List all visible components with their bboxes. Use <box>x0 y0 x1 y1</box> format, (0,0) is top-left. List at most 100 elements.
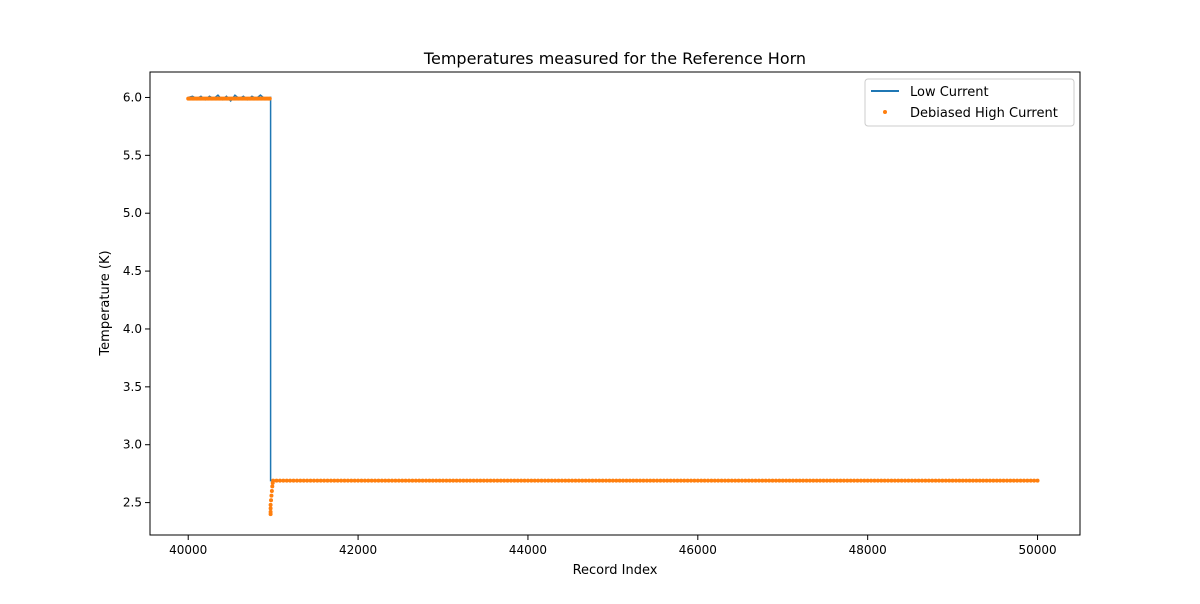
scatter-point <box>695 478 700 483</box>
scatter-point <box>352 478 357 483</box>
scatter-point <box>875 478 880 483</box>
scatter-point <box>770 478 775 483</box>
scatter-point <box>325 478 330 483</box>
scatter-point <box>573 478 578 483</box>
scatter-point <box>699 478 704 483</box>
scatter-point <box>994 478 999 483</box>
scatter-point <box>760 478 765 483</box>
scatter-point <box>488 478 493 483</box>
scatter-point <box>274 478 279 483</box>
scatter-point <box>987 478 992 483</box>
scatter-point <box>641 478 646 483</box>
scatter-point <box>478 478 483 483</box>
scatter-point <box>284 478 289 483</box>
scatter-point <box>838 478 843 483</box>
scatter-point <box>420 478 425 483</box>
scatter-point <box>1008 478 1013 483</box>
scatter-point <box>268 509 273 514</box>
scatter-point <box>784 478 789 483</box>
plot-area <box>186 94 1040 517</box>
scatter-point <box>298 478 303 483</box>
scatter-point <box>1035 478 1040 483</box>
scatter-point <box>719 478 724 483</box>
scatter-point <box>655 478 660 483</box>
scatter-point <box>515 478 520 483</box>
scatter-point <box>270 480 275 485</box>
legend-box <box>864 78 1075 127</box>
scatter-point <box>379 478 384 483</box>
scatter-point <box>631 478 636 483</box>
scatter-point <box>896 478 901 483</box>
scatter-point <box>706 478 710 483</box>
y-tick-label: 5.0 <box>123 206 142 220</box>
scatter-point <box>311 478 316 483</box>
scatter-point <box>950 478 955 483</box>
scatter-point <box>583 478 588 483</box>
y-tick-label: 2.5 <box>123 496 142 510</box>
scatter-point <box>536 478 541 483</box>
scatter-point <box>903 478 908 483</box>
x-tick-label: 44000 <box>509 543 547 557</box>
scatter-point <box>627 478 632 483</box>
y-tick-label: 5.5 <box>123 148 142 162</box>
scatter-point <box>780 478 785 483</box>
scatter-point <box>471 478 476 483</box>
scatter-point <box>977 478 982 483</box>
scatter-point <box>441 478 446 483</box>
scatter-point <box>369 478 374 483</box>
scatter-point <box>964 478 969 483</box>
scatter-point <box>1001 478 1006 483</box>
scatter-point <box>678 478 683 483</box>
scatter-point <box>454 478 459 483</box>
scatter-point <box>909 478 914 483</box>
scatter-point <box>464 478 469 483</box>
x-tick-label: 48000 <box>849 543 887 557</box>
scatter-point <box>970 478 975 483</box>
scatter-point <box>848 478 853 483</box>
scatter-point <box>886 478 891 483</box>
scatter-point <box>267 96 272 101</box>
scatter-point <box>580 478 585 483</box>
scatter-point <box>858 478 863 483</box>
scatter-point <box>835 478 840 483</box>
scatter-point <box>332 478 337 483</box>
scatter-point <box>610 478 615 483</box>
scatter-point <box>345 478 350 483</box>
scatter-point <box>485 478 490 483</box>
scatter-point <box>960 478 965 483</box>
scatter-point <box>818 478 823 483</box>
scatter-point <box>576 478 581 483</box>
scatter-point <box>940 478 945 483</box>
scatter-point <box>801 478 806 483</box>
series-scatter-debiased-high-current <box>186 96 1040 517</box>
scatter-point <box>661 478 666 483</box>
scatter-point <box>794 478 799 483</box>
y-tick-label: 3.0 <box>123 438 142 452</box>
scatter-point <box>1032 478 1037 483</box>
scatter-point <box>692 478 697 483</box>
scatter-point <box>407 478 412 483</box>
scatter-point <box>716 478 721 483</box>
y-tick-label: 4.5 <box>123 264 142 278</box>
scatter-point <box>709 478 714 483</box>
scatter-point <box>624 478 629 483</box>
legend-marker-debiased-high-current <box>883 110 887 114</box>
x-tick-label: 42000 <box>339 543 377 557</box>
scatter-point <box>495 478 500 483</box>
scatter-point <box>722 478 727 483</box>
scatter-point <box>821 478 826 483</box>
scatter-point <box>638 478 643 483</box>
scatter-point <box>502 478 507 483</box>
scatter-point <box>733 478 738 483</box>
scatter-point <box>308 478 313 483</box>
scatter-point <box>315 478 320 483</box>
scatter-point <box>468 478 473 483</box>
scatter-point <box>410 478 415 483</box>
scatter-point <box>682 478 687 483</box>
scatter-point <box>974 478 979 483</box>
scatter-point <box>413 478 418 483</box>
scatter-point <box>882 478 887 483</box>
scatter-point <box>294 478 299 483</box>
scatter-point <box>362 478 367 483</box>
